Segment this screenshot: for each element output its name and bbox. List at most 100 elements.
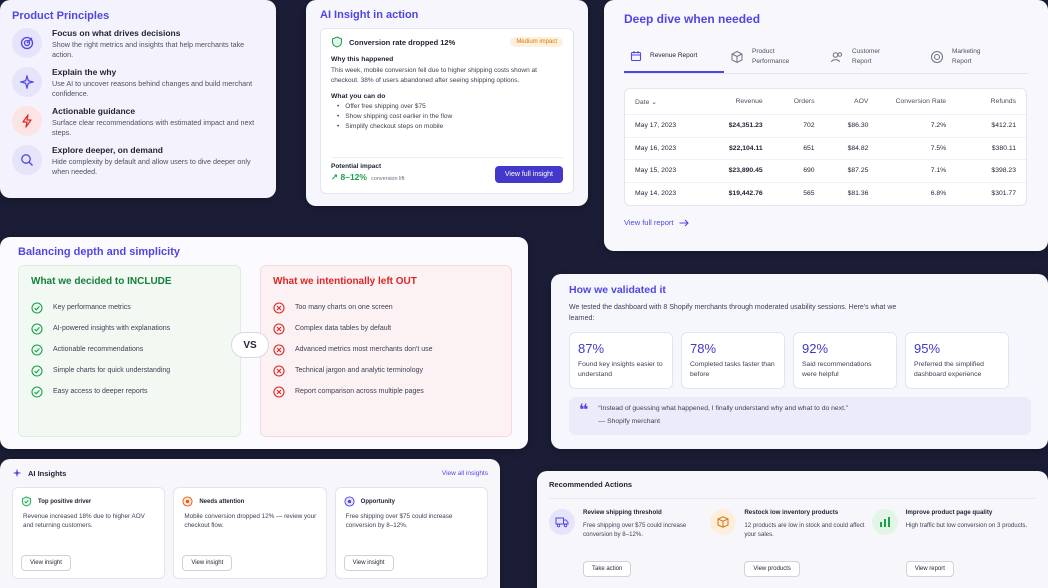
principle-item: Explore deeper, on demand Hide complexity… (12, 144, 264, 178)
tab-label: Marketing Report (952, 48, 981, 65)
col-conversion: Conversion Rate (895, 98, 947, 105)
sparkle-icon (12, 468, 22, 478)
stat-label: Said recommendations were helpful (802, 361, 872, 378)
x-circle-icon (273, 364, 285, 377)
deep-dive-title: Deep dive when needed (624, 12, 761, 26)
col-revenue: Revenue (735, 98, 763, 105)
stat-card: 92% Said recommendations were helpful (793, 332, 897, 390)
box-icon (710, 509, 737, 535)
check-circle-icon (31, 322, 43, 335)
recommended-title: Recommended Actions (549, 480, 633, 489)
principle-desc: Use AI to uncover reasons behind changes… (52, 78, 253, 99)
col-refunds: Refunds (990, 98, 1016, 105)
action-item: Improve product page quality High traffic… (871, 509, 1036, 583)
view-insight-button[interactable]: View insight (21, 555, 71, 571)
action-item: Restock low inventory products 12 product… (710, 509, 871, 583)
recommended-actions-card: Recommended Actions Review shipping thre… (537, 471, 1048, 588)
stat-label: Completed tasks faster than before (690, 361, 775, 378)
why-text: This week, mobile conversion fell due to… (331, 67, 537, 84)
table-header: Date ⌄ Revenue Orders AOV Conversion Rat… (625, 89, 1026, 115)
view-products-button[interactable]: View products (744, 561, 800, 577)
target-icon (930, 50, 944, 64)
list-item-label: Report comparison across multiple pages (295, 388, 424, 395)
vs-badge: VS (231, 332, 269, 358)
shield-alert-icon (331, 36, 343, 48)
shield-check-icon (21, 496, 32, 507)
insight-card: Needs attention Mobile conversion droppe… (173, 487, 327, 579)
calendar-icon (630, 50, 642, 62)
view-insight-button[interactable]: View insight (182, 555, 233, 571)
tab-product-performance[interactable]: Product Performance (724, 40, 824, 73)
tab-customer-report[interactable]: Customer Report (824, 40, 924, 73)
impact-title: Potential impact (331, 163, 382, 170)
stat-value: 95% (914, 341, 941, 357)
impact-unit: conversion lift (370, 176, 405, 182)
out-title: What we intentionally left OUT (273, 276, 417, 287)
list-item-label: Easy access to deeper reports (53, 388, 148, 395)
list-item-label: Advanced metrics most merchants don't us… (295, 346, 433, 353)
revenue-table: Date ⌄ Revenue Orders AOV Conversion Rat… (624, 88, 1027, 206)
ai-insights-header: AI Insights (12, 468, 66, 478)
list-item-label: Technical jargon and analytic terminolog… (295, 367, 424, 374)
col-aov: AOV (854, 98, 869, 105)
list-item-label: Complex data tables by default (295, 325, 392, 332)
principle-title: Explore deeper, on demand (52, 144, 164, 155)
merchant-quote: ❝ “Instead of guessing what happened, I … (569, 397, 1031, 436)
principle-desc: Hide complexity by default and allow use… (52, 156, 251, 177)
insight-card-desc: Mobile conversion dropped 12% — review y… (184, 513, 317, 530)
view-all-insights-link[interactable]: View all insights (441, 469, 488, 477)
report-tabs: Revenue Report Product Performance Custo… (624, 40, 1028, 74)
col-date[interactable]: Date ⌄ (635, 98, 657, 106)
insight-card: Top positive driver Revenue increased 18… (12, 487, 166, 579)
insight-card: Opportunity Free shipping over $75 could… (334, 487, 488, 579)
insight-card-title: Needs attention (199, 498, 245, 505)
do-item: Simplify checkout steps on mobile (331, 123, 563, 130)
stat-card: 87% Found key insights easier to understa… (569, 332, 673, 390)
target-icon (12, 28, 42, 58)
lightning-icon (12, 105, 42, 136)
principle-desc: Surface clear recommendations with estim… (52, 117, 255, 138)
insight-detail: Conversion rate dropped 12% Medium impac… (320, 28, 574, 194)
tab-marketing-report[interactable]: Marketing Report (924, 40, 1024, 73)
quote-icon: ❝ (579, 402, 589, 420)
out-item: Complex data tables by default (273, 318, 499, 339)
box-icon (730, 50, 744, 64)
view-report-button[interactable]: View report (905, 561, 954, 577)
check-circle-icon (31, 385, 43, 398)
truck-icon (549, 509, 575, 535)
view-insight-button[interactable]: View insight (343, 555, 394, 571)
action-item: Review shipping threshold Free shipping o… (549, 509, 710, 583)
check-circle-icon (31, 343, 43, 356)
insight-alert-title: Conversion rate dropped 12% (349, 37, 456, 47)
out-item: Advanced metrics most merchants don't us… (273, 339, 499, 360)
insight-card-desc: Free shipping over $75 could increase co… (345, 513, 453, 530)
include-item: Simple charts for quick understanding (31, 360, 228, 381)
out-item: Report comparison across multiple pages (273, 381, 499, 402)
principle-item: Actionable guidance Surface clear recomme… (12, 105, 264, 139)
stat-value: 78% (690, 341, 717, 357)
stat-label: Preferred the simplified dashboard exper… (914, 361, 984, 378)
deep-dive-card: Deep dive when needed Revenue Report Pro… (604, 0, 1048, 251)
product-principles-card: Product Principles Focus on what drives … (0, 0, 276, 198)
out-item: Technical jargon and analytic terminolog… (273, 360, 499, 381)
view-full-insight-button[interactable]: View full insight (494, 166, 563, 183)
do-item: Offer free shipping over $75 (331, 103, 563, 110)
validation-card: How we validated it We tested the dashbo… (551, 274, 1048, 449)
list-item-label: Simple charts for quick understanding (53, 367, 171, 374)
tab-revenue-report[interactable]: Revenue Report (624, 40, 724, 73)
view-full-report-link[interactable]: View full report (624, 218, 1028, 227)
search-icon (12, 144, 42, 175)
include-title: What we decided to INCLUDE (31, 276, 172, 287)
x-circle-icon (273, 301, 285, 314)
include-item: Easy access to deeper reports (31, 381, 228, 402)
include-item: Actionable recommendations (31, 339, 228, 360)
list-item-label: AI-powered insights with explanations (53, 325, 171, 332)
principle-desc: Show the right metrics and insights that… (52, 40, 245, 60)
stat-card: 78% Completed tasks faster than before (681, 332, 785, 390)
x-circle-icon (273, 322, 285, 335)
take-action-button[interactable]: Take action (583, 561, 632, 577)
out-column: What we intentionally left OUT Too many … (260, 265, 512, 437)
do-title: What you can do (331, 92, 386, 100)
insight-card-desc: Revenue increased 18% due to higher AOV … (23, 513, 145, 530)
action-title: Restock low inventory products (744, 509, 839, 516)
